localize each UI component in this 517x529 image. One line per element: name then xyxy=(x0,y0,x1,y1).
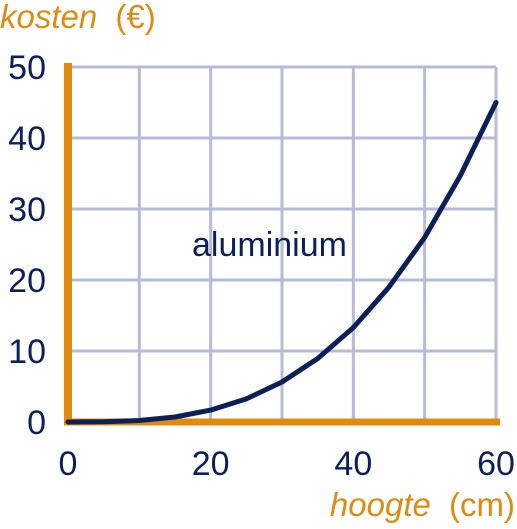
x-axis-title-unit: (cm) xyxy=(449,486,515,523)
y-tick-label-10: 10 xyxy=(8,333,46,371)
x-axis-title-name: hoogte xyxy=(330,486,431,523)
series-layer xyxy=(65,100,499,425)
grid xyxy=(68,65,498,422)
tick-labels: 0 20 40 60 0 10 20 30 40 50 xyxy=(8,49,515,483)
y-tick-label-30: 30 xyxy=(8,191,46,229)
y-tick-label-0: 0 xyxy=(27,404,46,442)
x-tick-label-20: 20 xyxy=(192,445,230,483)
series-line-aluminium xyxy=(65,100,499,425)
y-tick-label-50: 50 xyxy=(8,49,46,87)
y-tick-label-40: 40 xyxy=(8,120,46,158)
y-axis-title-name: kosten xyxy=(0,0,97,35)
series-label-aluminium: aluminium xyxy=(192,226,347,264)
x-tick-label-60: 60 xyxy=(477,445,515,483)
y-axis-title-unit: (€) xyxy=(115,0,155,35)
x-tick-label-0: 0 xyxy=(59,445,78,483)
y-axis-title: kosten (€) xyxy=(0,0,156,35)
y-tick-label-20: 20 xyxy=(8,262,46,300)
x-tick-label-40: 40 xyxy=(334,445,372,483)
x-axis-title: hoogte (cm) xyxy=(330,486,515,523)
